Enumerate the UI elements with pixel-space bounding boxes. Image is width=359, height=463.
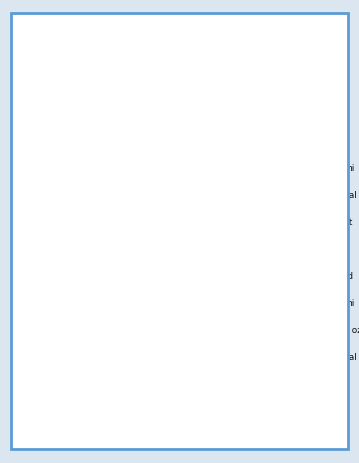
Text: 148 gal =: 148 gal = bbox=[206, 326, 250, 335]
Text: 144 mi =: 144 mi = bbox=[36, 353, 78, 362]
Text: 15.: 15. bbox=[20, 344, 32, 353]
Text: (weight, liquid volume, length): (weight, liquid volume, length) bbox=[18, 97, 283, 112]
Text: 121 qt =: 121 qt = bbox=[36, 380, 76, 388]
Text: 190 c =: 190 c = bbox=[206, 191, 242, 200]
Text: qt: qt bbox=[343, 218, 353, 227]
Text: 9.: 9. bbox=[20, 263, 27, 272]
Text: ft: ft bbox=[343, 380, 350, 388]
Text: Convert customary units: Convert customary units bbox=[18, 67, 230, 82]
Text: 115 pt =: 115 pt = bbox=[36, 218, 76, 227]
FancyBboxPatch shape bbox=[20, 22, 56, 48]
Text: 29 gal =: 29 gal = bbox=[206, 218, 244, 227]
Text: t: t bbox=[343, 245, 347, 254]
Text: 14.: 14. bbox=[190, 317, 202, 326]
Text: gal: gal bbox=[343, 353, 357, 362]
Text: mi: mi bbox=[343, 164, 354, 173]
Text: 38 oz =: 38 oz = bbox=[36, 164, 71, 173]
Text: 176 oz =: 176 oz = bbox=[36, 299, 77, 308]
Text: gal: gal bbox=[179, 272, 193, 281]
Text: c: c bbox=[179, 218, 184, 227]
Text: mi: mi bbox=[179, 326, 190, 335]
Text: 16.: 16. bbox=[190, 344, 202, 353]
Text: ft: ft bbox=[179, 353, 186, 362]
Text: 64 lb =: 64 lb = bbox=[36, 191, 69, 200]
Text: 4.: 4. bbox=[190, 182, 197, 192]
Text: 11.: 11. bbox=[20, 290, 32, 300]
Text: yd: yd bbox=[343, 272, 354, 281]
Text: 35 gal =: 35 gal = bbox=[36, 245, 75, 254]
Text: 13.: 13. bbox=[20, 317, 32, 326]
Text: 140 c =: 140 c = bbox=[206, 353, 241, 362]
Text: 12.: 12. bbox=[190, 290, 202, 300]
Text: 12 yd =: 12 yd = bbox=[206, 299, 242, 308]
Text: 8.: 8. bbox=[190, 237, 197, 245]
Text: ing: ing bbox=[64, 47, 86, 60]
Text: 14 oz =: 14 oz = bbox=[206, 245, 241, 254]
Text: 109 qt =: 109 qt = bbox=[36, 272, 76, 281]
Text: mi: mi bbox=[343, 299, 354, 308]
Text: Convert the given measures to new units.: Convert the given measures to new units. bbox=[18, 148, 208, 156]
Text: 101 ft =: 101 ft = bbox=[206, 272, 243, 281]
Text: 18.: 18. bbox=[190, 371, 202, 380]
Text: Grade 5 Measurement Worksheet: Grade 5 Measurement Worksheet bbox=[21, 115, 186, 125]
Text: gal: gal bbox=[343, 191, 357, 200]
Text: 20 in =: 20 in = bbox=[206, 380, 239, 388]
Text: Online reading & math for K-5: Online reading & math for K-5 bbox=[18, 437, 126, 443]
Text: gal: gal bbox=[179, 380, 193, 388]
Text: 65 yd =: 65 yd = bbox=[206, 164, 242, 173]
Text: t: t bbox=[179, 191, 183, 200]
Text: 1.: 1. bbox=[20, 156, 27, 165]
Text: t: t bbox=[179, 164, 183, 173]
Text: fl oz: fl oz bbox=[343, 326, 359, 335]
Text: Lear: Lear bbox=[22, 47, 53, 60]
Text: 2.: 2. bbox=[190, 156, 197, 165]
Text: 192 yd =: 192 yd = bbox=[36, 326, 78, 335]
Text: 5.: 5. bbox=[20, 210, 27, 219]
Text: c: c bbox=[179, 245, 184, 254]
Text: 3.: 3. bbox=[20, 182, 27, 192]
Text: t: t bbox=[179, 299, 183, 308]
Text: 17.: 17. bbox=[20, 371, 32, 380]
Text: ©  www.k5learning.com: © www.k5learning.com bbox=[254, 437, 341, 444]
Text: K5: K5 bbox=[31, 30, 45, 40]
Text: 7.: 7. bbox=[20, 237, 27, 245]
Text: n: n bbox=[57, 47, 66, 60]
Text: 6.: 6. bbox=[190, 210, 197, 219]
Text: 10.: 10. bbox=[190, 263, 202, 272]
